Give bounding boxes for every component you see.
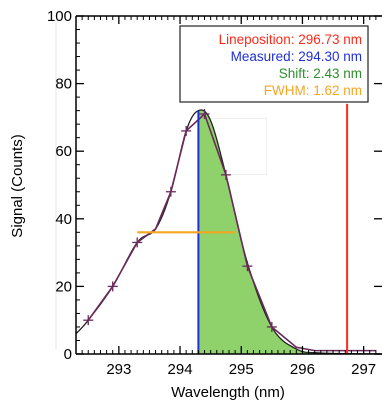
y-tick-label: 100 (47, 8, 72, 25)
data-marker (107, 281, 118, 292)
data-marker (220, 169, 231, 180)
y-tick-label: 20 (55, 278, 72, 295)
data-marker (266, 321, 277, 332)
data-marker (181, 125, 192, 136)
plot-area (75, 103, 382, 355)
legend: Lineposition: 296.73 nm Measured: 294.30 … (179, 25, 369, 103)
legend-entry: Lineposition: 296.73 nm (219, 32, 362, 47)
x-tick-label: 296 (290, 361, 315, 378)
y-tick-label: 60 (55, 143, 72, 160)
legend-entry: Shift: 2.43 nm (279, 66, 362, 81)
x-tick-label: 293 (106, 361, 131, 378)
x-axis-label: Wavelength (nm) (171, 384, 285, 401)
y-tick-label: 80 (55, 76, 72, 93)
y-tick-label: 0 (64, 346, 72, 363)
shaded-area (198, 110, 382, 354)
axes: 0 20 40 60 80 100 293 294 295 296 297 (47, 8, 382, 378)
x-tick-label: 297 (351, 361, 376, 378)
data-marker (132, 237, 143, 248)
data-marker (199, 109, 210, 120)
y-axis-label: Signal (Counts) (9, 134, 26, 237)
legend-entry: FWHM: 1.62 nm (264, 83, 362, 98)
x-tick-label: 294 (168, 361, 193, 378)
legend-box (179, 25, 369, 103)
data-marker (242, 261, 253, 272)
data-marker (83, 315, 94, 326)
legend-entry: Measured: 294.30 nm (231, 49, 362, 64)
data-marker (165, 186, 176, 197)
x-tick-label: 295 (229, 361, 254, 378)
y-tick-label: 40 (55, 211, 72, 228)
